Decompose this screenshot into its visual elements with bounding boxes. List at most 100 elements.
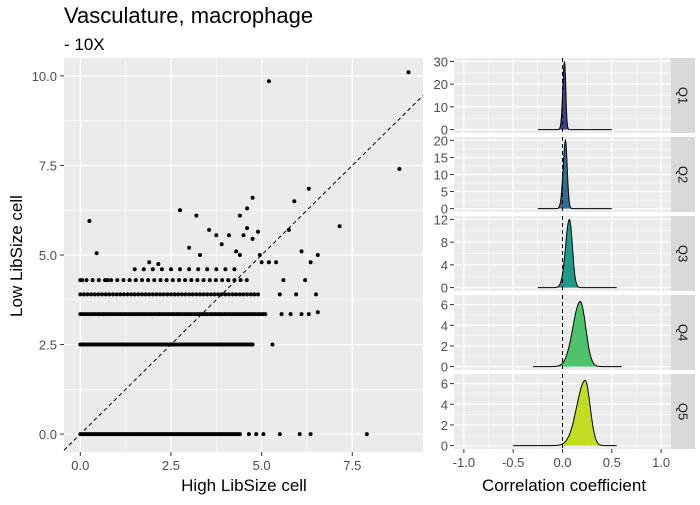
scatter-y-axis-title: Low LibSize cell <box>7 195 26 317</box>
scatter-point <box>314 292 318 297</box>
scatter-point <box>246 432 251 437</box>
scatter-point <box>158 278 163 283</box>
scatter-point <box>208 292 213 297</box>
facet-q4: 0 2 4 6 Q4 <box>441 295 695 375</box>
scatter-point <box>94 251 99 256</box>
scatter-x-tick-label: 7.5 <box>343 458 361 473</box>
scatter-point <box>337 224 342 229</box>
scatter-y-tick-label: 7.5 <box>39 158 57 173</box>
scatter-point <box>315 253 320 257</box>
ridge-x-tick-label: -1.0 <box>453 455 475 470</box>
scatter-point <box>178 208 182 213</box>
scatter-point <box>96 292 101 297</box>
facet-strip <box>671 58 695 133</box>
scatter-point <box>256 229 260 234</box>
facet-strip-label: Q5 <box>676 403 691 420</box>
ridge-panels: 0 10 20 30 Q1 0 5 10 15 20 Q2 0 4 8 12 Q3 0 2 4 6 Q4 0 2 4 6 Q5 -1… <box>434 54 695 470</box>
facet-strip-label: Q4 <box>676 324 691 341</box>
scatter-point <box>169 292 173 297</box>
scatter-point <box>196 267 201 272</box>
scatter-point <box>299 249 304 254</box>
scatter-point <box>303 278 308 283</box>
scatter-point <box>190 292 195 297</box>
scatter-point <box>406 70 411 75</box>
scatter-point <box>170 278 175 283</box>
scatter-point <box>277 432 282 437</box>
scatter-point <box>261 432 266 437</box>
facet-strip-label: Q2 <box>676 166 691 183</box>
facet-strip-label: Q3 <box>676 245 691 262</box>
scatter-point <box>147 260 152 265</box>
scatter-x-tick-label: 2.5 <box>162 458 180 473</box>
scatter-point <box>205 267 210 272</box>
facet-q3: 0 4 8 12 Q3 <box>434 212 695 296</box>
scatter-point <box>216 292 221 297</box>
scatter-point <box>223 267 228 272</box>
facet-y-tick-label: 12 <box>434 212 448 227</box>
scatter-y-tick-label: 5.0 <box>39 248 57 263</box>
scatter-point <box>150 267 155 272</box>
scatter-point <box>198 253 202 257</box>
chart-title: Vasculature, macrophage <box>64 3 313 28</box>
ridge-x-tick-label: 1.0 <box>652 455 670 470</box>
scatter-point <box>219 242 224 247</box>
scatter-point <box>107 292 112 297</box>
scatter-point <box>270 342 275 347</box>
facet-y-tick-label: 10 <box>434 100 448 115</box>
scatter-point <box>81 292 86 297</box>
scatter-point <box>205 292 210 297</box>
scatter-point <box>169 267 173 272</box>
scatter-point <box>364 432 369 437</box>
scatter-point <box>232 278 237 283</box>
scatter-point <box>207 278 212 283</box>
scatter-points <box>78 70 411 437</box>
scatter-point <box>232 267 237 272</box>
scatter-point <box>252 292 257 297</box>
scatter-point <box>250 236 255 241</box>
scatter-point <box>245 206 250 211</box>
scatter-point <box>140 278 144 283</box>
scatter-point <box>154 292 159 297</box>
scatter-point <box>219 292 224 297</box>
facet-y-tick-label: 6 <box>441 298 448 313</box>
scatter-point <box>80 278 85 283</box>
scatter-point <box>223 292 228 297</box>
scatter-point <box>237 253 242 257</box>
scatter-point <box>125 292 130 297</box>
scatter-point <box>140 292 144 297</box>
scatter-point <box>266 79 271 84</box>
scatter-point <box>176 292 181 297</box>
facet-strip <box>671 374 695 449</box>
scatter-point <box>220 278 225 283</box>
scatter-point <box>250 195 255 200</box>
scatter-point <box>127 278 132 283</box>
density-area <box>532 301 622 367</box>
scatter-point <box>227 233 231 238</box>
scatter-point <box>257 253 262 257</box>
scatter-y-tick-label: 0.0 <box>39 427 57 442</box>
scatter-point <box>308 260 313 265</box>
scatter-point <box>111 292 115 297</box>
scatter-point <box>234 249 239 254</box>
scatter-point <box>152 278 157 283</box>
facet-strip-label: Q1 <box>676 87 691 104</box>
scatter-point <box>248 292 253 297</box>
scatter-point <box>297 432 302 437</box>
facet-y-tick-label: 4 <box>441 258 448 273</box>
scatter-point <box>187 267 192 272</box>
scatter-point <box>158 292 163 297</box>
scatter-point <box>241 292 246 297</box>
density-area <box>513 380 617 446</box>
facet-y-tick-label: 2 <box>441 418 448 433</box>
scatter-point <box>237 213 242 218</box>
facet-y-tick-label: 10 <box>434 168 448 183</box>
facet-y-tick-label: 2 <box>441 339 448 354</box>
scatter-point <box>201 278 206 283</box>
ridge-x-tick-label: 0.0 <box>553 455 571 470</box>
scatter-point <box>292 199 297 204</box>
scatter-point <box>178 267 182 272</box>
scatter-point <box>207 227 212 232</box>
scatter-point <box>286 227 291 232</box>
scatter-point <box>308 432 313 437</box>
scatter-point <box>132 267 137 272</box>
